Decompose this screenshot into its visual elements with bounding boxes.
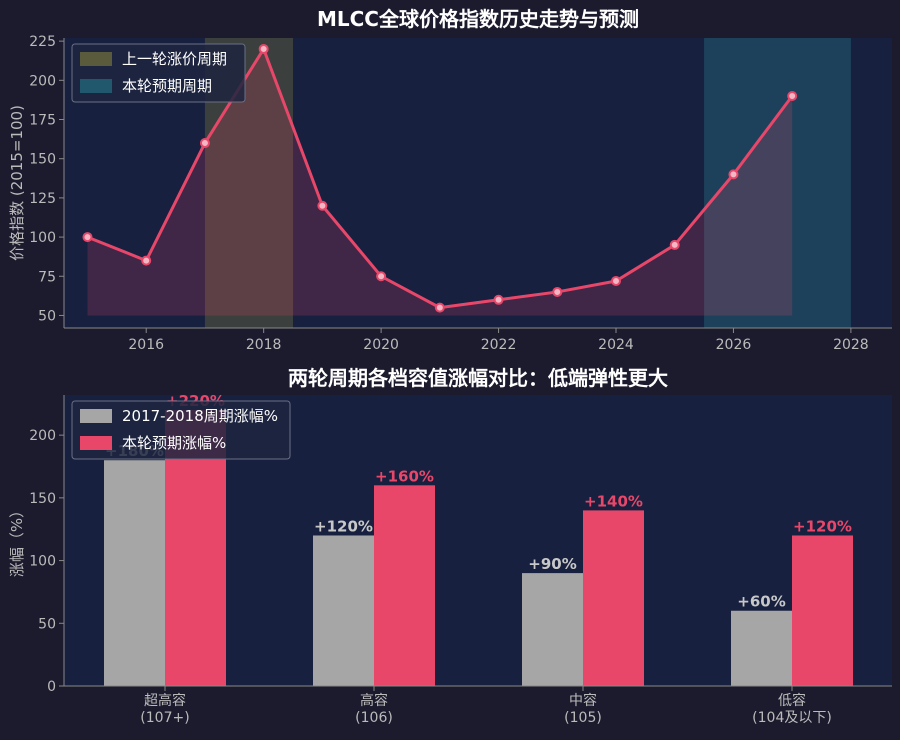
y-tick-label: 175 <box>29 113 56 129</box>
x-tick-label: 2016 <box>128 337 164 353</box>
legend-label-curr-increase: 本轮预期涨幅% <box>122 434 226 452</box>
bar-value-label: +90% <box>528 555 576 573</box>
x-tick-label: 2026 <box>716 337 752 353</box>
data-point-2024 <box>611 275 621 286</box>
data-point-2017 <box>199 138 210 149</box>
bar-value-label: +60% <box>737 593 785 611</box>
data-point-2027 <box>787 91 798 101</box>
data-point-2015 <box>82 232 93 243</box>
y-tick-label: 200 <box>29 428 56 444</box>
top-y-axis-label: 价格指数 (2015=100) <box>8 105 26 261</box>
x-tick-label: 2028 <box>833 337 869 353</box>
y-tick-label: 0 <box>47 679 56 695</box>
data-point-2022 <box>493 294 504 305</box>
top-chart-title: MLCC全球价格指数历史走势与预测 <box>317 7 639 31</box>
price-index-points <box>82 43 798 313</box>
y-tick-label: 100 <box>29 230 56 246</box>
bottom-legend-box <box>71 400 291 460</box>
shaded-region-curr-cycle <box>704 38 851 328</box>
legend-label-prev-cycle: 上一轮涨价周期 <box>122 50 227 68</box>
legend-label-curr-cycle: 本轮预期周期 <box>122 77 212 95</box>
bottom-x-ticks: 超高容(107+) 高容(106) 中容(105) 低容(104及以下) <box>140 686 832 726</box>
legend-swatch-curr-cycle <box>80 79 112 93</box>
bar-curr-1 <box>374 485 435 686</box>
bottom-y-axis-label: 涨幅（%） <box>8 503 26 577</box>
top-legend-box <box>71 43 246 103</box>
top-y-ticks: 50 75 100 125 150 175 200 225 <box>29 34 64 324</box>
bar-curr-3 <box>792 535 853 686</box>
bar-value-label: +160% <box>375 467 434 485</box>
data-point-2016 <box>141 255 152 266</box>
y-tick-label: 150 <box>29 491 56 507</box>
y-tick-label: 200 <box>29 73 56 89</box>
x-tick-label: 2024 <box>598 337 634 353</box>
x-tick-label: 高容(106) <box>355 692 393 726</box>
increase-comparison-chart: 两轮周期各档容值涨幅对比：低端弹性更大 +180%+120%+90%+60%+2… <box>8 366 892 726</box>
y-tick-label: 50 <box>38 308 56 324</box>
data-point-2026 <box>728 169 739 180</box>
data-point-2018 <box>258 43 269 54</box>
bar-prev-3 <box>731 610 792 686</box>
y-tick-label: 50 <box>38 616 56 632</box>
y-tick-label: 225 <box>29 34 56 50</box>
x-tick-label: 中容(105) <box>564 692 602 726</box>
bottom-chart-title: 两轮周期各档容值涨幅对比：低端弹性更大 <box>288 366 668 390</box>
x-tick-label: 低容(104及以下) <box>752 692 832 726</box>
bar-value-label: +140% <box>584 492 643 510</box>
legend-swatch-curr-increase <box>80 436 112 450</box>
top-legend: 上一轮涨价周期 本轮预期周期 <box>71 43 246 103</box>
bar-prev-0 <box>104 460 165 686</box>
bar-value-label: +120% <box>314 517 373 535</box>
legend-swatch-prev-increase <box>80 409 112 423</box>
data-point-2019 <box>317 200 328 211</box>
data-point-2025 <box>669 239 680 250</box>
bar-value-label: +120% <box>793 517 852 535</box>
price-index-area-fill <box>87 48 793 316</box>
bottom-bars <box>104 410 853 686</box>
x-tick-label: 2022 <box>481 337 517 353</box>
data-point-2023 <box>552 286 563 297</box>
x-tick-label: 2020 <box>363 337 399 353</box>
bottom-y-ticks: 0 50 100 150 200 <box>29 428 64 695</box>
bar-prev-1 <box>313 535 374 686</box>
y-tick-label: 125 <box>29 191 56 207</box>
top-x-ticks: 2016 2018 2020 2022 2024 2026 2028 <box>128 328 869 353</box>
price-index-chart: MLCC全球价格指数历史走势与预测 50 75 100 125 150 175 200 225… <box>8 7 892 353</box>
y-tick-label: 150 <box>29 152 56 168</box>
x-tick-label: 超高容(107+) <box>140 692 189 726</box>
bar-prev-2 <box>522 573 583 686</box>
bottom-legend: 2017-2018周期涨幅% 本轮预期涨幅% <box>71 400 291 460</box>
y-tick-label: 100 <box>29 554 56 570</box>
data-point-2020 <box>376 271 387 282</box>
legend-label-prev-increase: 2017-2018周期涨幅% <box>122 407 278 425</box>
bar-curr-2 <box>583 510 644 686</box>
data-point-2021 <box>434 302 445 313</box>
legend-swatch-prev-cycle <box>80 52 112 66</box>
x-tick-label: 2018 <box>246 337 282 353</box>
y-tick-label: 75 <box>38 269 56 285</box>
